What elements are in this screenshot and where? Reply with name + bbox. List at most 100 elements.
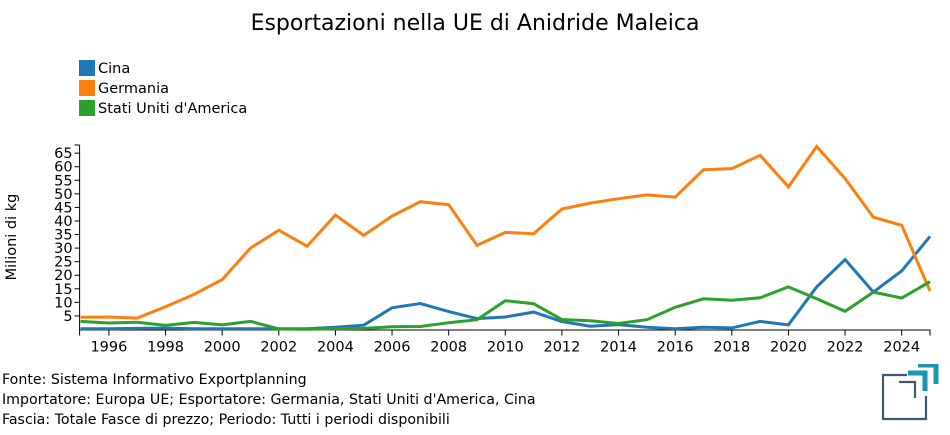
data-point (787, 185, 790, 188)
data-point (872, 216, 875, 219)
data-point (589, 319, 592, 322)
data-point (646, 194, 649, 197)
x-axis: 1996 1998 2000 2002 2004 2006 2008 2010 2012 2014… (79, 329, 931, 356)
data-point (362, 327, 365, 330)
chart: Esportazioni nella UE di Anidride Maleic… (4, 11, 932, 356)
data-point (193, 327, 196, 330)
data-point (844, 177, 847, 180)
data-point (249, 320, 252, 323)
data-point (815, 297, 818, 300)
series-layer (79, 143, 932, 331)
exportplanning-logo-icon (881, 364, 939, 421)
data-point (561, 208, 564, 211)
data-point (306, 245, 309, 248)
x-tick-label: 2014 (600, 340, 637, 356)
data-point (221, 324, 224, 327)
logo-frame (881, 373, 928, 421)
data-point (532, 232, 535, 235)
data-point (136, 317, 139, 320)
data-point (617, 322, 620, 325)
data-point (929, 290, 932, 293)
data-point (900, 297, 903, 300)
data-point (476, 244, 479, 247)
footer-range-period: Fascia: Totale Fasce di prezzo; Periodo:… (2, 412, 450, 428)
data-point (787, 324, 790, 327)
x-tick-label: 2010 (487, 340, 524, 356)
data-point (79, 327, 82, 330)
data-point (221, 327, 224, 330)
footer-notes: Fonte: Sistema Informativo Exportplannin… (2, 370, 536, 430)
y-tick-label: 40 (54, 214, 72, 230)
data-point (617, 197, 620, 200)
data-point (193, 293, 196, 296)
data-point (759, 320, 762, 323)
data-point (362, 234, 365, 237)
legend: Cina Germania Stati Uniti d'America (79, 60, 247, 117)
data-point (136, 321, 139, 324)
x-tick-label: 2024 (883, 340, 920, 356)
x-tick-label: 2022 (827, 340, 864, 356)
data-point (362, 324, 365, 327)
data-point (504, 299, 507, 302)
data-point (815, 145, 818, 148)
logo-accent-corner-small (908, 370, 928, 391)
data-point (249, 327, 252, 330)
data-point (79, 316, 82, 319)
y-tick-label: 20 (54, 268, 72, 284)
data-point (730, 299, 733, 302)
data-point (872, 291, 875, 294)
x-tick-label: 2016 (657, 340, 694, 356)
data-point (277, 328, 280, 331)
data-point (844, 310, 847, 313)
data-point (561, 318, 564, 321)
data-point (787, 286, 790, 289)
y-tick-label: 55 (54, 173, 72, 189)
data-point (136, 327, 139, 330)
data-point (702, 326, 705, 329)
data-point (759, 154, 762, 157)
data-point (447, 321, 450, 324)
series-line-germania (80, 143, 932, 320)
data-point (108, 327, 111, 330)
data-point (419, 302, 422, 305)
series-line-cina (80, 235, 932, 331)
x-tick-label: 2012 (543, 340, 580, 356)
chart-title: Esportazioni nella UE di Anidride Maleic… (251, 11, 700, 36)
data-point (646, 326, 649, 329)
x-tick-label: 2020 (770, 340, 807, 356)
y-tick-label: 60 (54, 160, 72, 176)
data-point (532, 302, 535, 305)
data-point (504, 316, 507, 319)
y-tick-label: 45 (54, 200, 72, 216)
data-point (447, 310, 450, 313)
data-point (674, 196, 677, 199)
y-tick-label: 65 (54, 146, 72, 162)
y-tick-label: 10 (54, 295, 72, 311)
footer-source: Fonte: Sistema Informativo Exportplannin… (2, 372, 307, 388)
y-tick-label: 50 (54, 187, 72, 203)
data-point (900, 270, 903, 273)
x-tick-label: 1998 (147, 340, 184, 356)
data-point (702, 168, 705, 171)
legend-swatch (79, 60, 95, 76)
x-tick-label: 2018 (713, 340, 750, 356)
data-point (730, 167, 733, 170)
data-point (391, 306, 394, 309)
data-point (391, 215, 394, 218)
x-tick-label: 2002 (260, 340, 297, 356)
data-point (164, 327, 167, 330)
data-point (815, 286, 818, 289)
legend-label: Stati Uniti d'America (98, 101, 247, 117)
y-axis-label: Milioni di kg (4, 194, 20, 281)
data-point (249, 247, 252, 250)
x-tick-label: 2006 (374, 340, 411, 356)
logo-accent-corner-large (918, 364, 939, 384)
data-point (79, 320, 82, 323)
legend-swatch (79, 80, 95, 96)
y-tick-label: 25 (54, 255, 72, 271)
data-point (164, 305, 167, 308)
data-point (504, 231, 507, 234)
x-tick-label: 2008 (430, 340, 467, 356)
series-line-stati-uniti-d-america (80, 280, 931, 331)
